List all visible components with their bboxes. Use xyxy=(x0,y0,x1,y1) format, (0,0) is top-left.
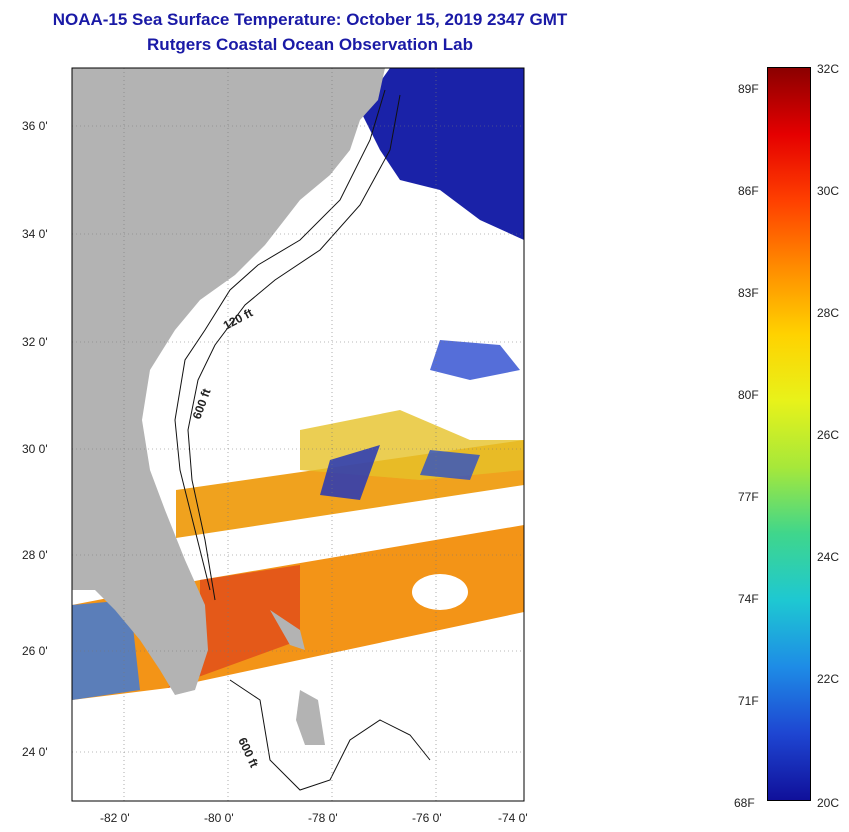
plot-frame xyxy=(71,67,525,802)
colorbar-f-label: 71F xyxy=(738,694,759,708)
colorbar-c-label: 24C xyxy=(817,550,840,564)
lat-label: 36 0' xyxy=(22,119,48,133)
colorbar-c-label: 26C xyxy=(817,428,840,442)
lat-label: 32 0' xyxy=(22,335,48,349)
colorbar-c-label: 22C xyxy=(817,672,840,686)
lat-label: 26 0' xyxy=(22,644,48,658)
bahamas-grand xyxy=(270,610,305,650)
lon-label: -80 0' xyxy=(204,811,234,825)
temperature-colorbar xyxy=(767,67,811,801)
lon-label: -78 0' xyxy=(308,811,338,825)
lat-label: 34 0' xyxy=(22,227,48,241)
lat-label: 30 0' xyxy=(22,442,48,456)
colorbar-f-label: 80F xyxy=(738,388,759,402)
lon-label: -74 0' xyxy=(498,811,528,825)
sst-cold-ne xyxy=(360,68,524,240)
colorbar-c-label: 20C xyxy=(817,796,840,810)
lat-label: 24 0' xyxy=(22,745,48,759)
colorbar-c-label: 30C xyxy=(817,184,840,198)
bahamas-andros xyxy=(296,690,325,745)
sst-patch-cool-2 xyxy=(420,450,480,480)
sst-patch-gulf xyxy=(72,600,140,700)
colorbar-c-label: 28C xyxy=(817,306,840,320)
contour-120ft xyxy=(174,89,386,591)
sst-patch-cool xyxy=(320,445,380,500)
lon-label: -76 0' xyxy=(412,811,442,825)
contour-600ft-bahamas xyxy=(229,679,431,791)
colorbar-f-label: 86F xyxy=(738,184,759,198)
colorbar-f-label: 83F xyxy=(738,286,759,300)
map-title: NOAA-15 Sea Surface Temperature: October… xyxy=(52,10,568,29)
colorbar-f-label: 77F xyxy=(738,490,759,504)
map-subtitle: Rutgers Coastal Ocean Observation Lab xyxy=(147,35,473,54)
sst-patch-mid xyxy=(430,340,520,380)
cloud-patch xyxy=(412,574,468,610)
colorbar-c-label: 32C xyxy=(817,62,840,76)
colorbar-f-label: 89F xyxy=(738,82,759,96)
land-mass xyxy=(72,68,385,695)
colorbar-f-label: 68F xyxy=(734,796,755,810)
contour-600ft xyxy=(187,94,401,601)
lon-label: -82 0' xyxy=(100,811,130,825)
lat-label: 28 0' xyxy=(22,548,48,562)
colorbar-f-label: 74F xyxy=(738,592,759,606)
